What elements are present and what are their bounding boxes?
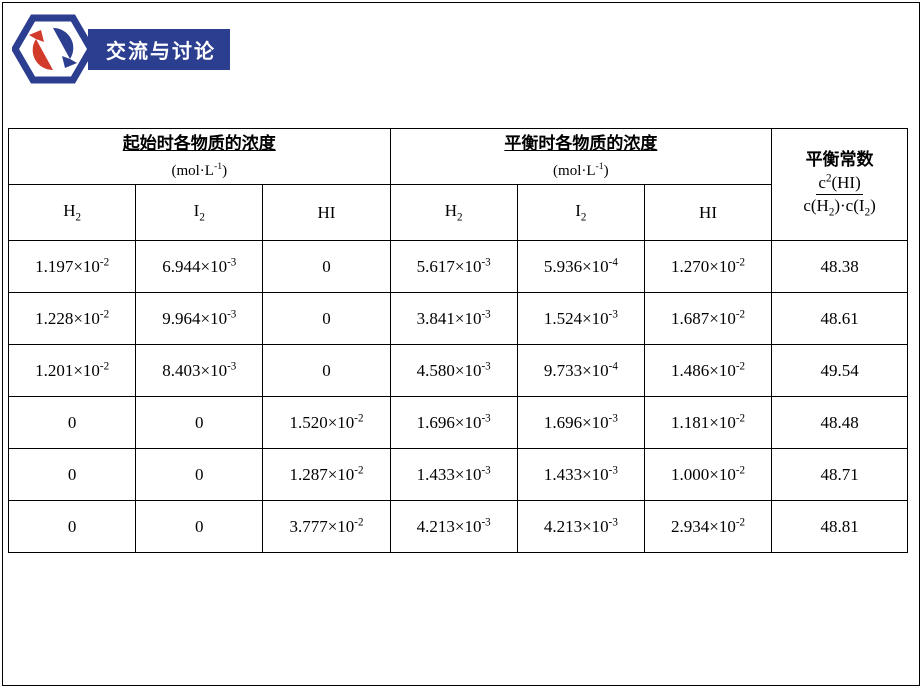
table-row: 0 0 3.777×10-2 4.213×10-3 4.213×10-3 2.9… [9, 501, 908, 553]
cell: 4.580×10-3 [390, 345, 517, 397]
cell: 1.524×10-3 [517, 293, 644, 345]
cell: 1.433×10-3 [390, 449, 517, 501]
cell: 1.228×10-2 [9, 293, 136, 345]
table-row: 0 0 1.287×10-2 1.433×10-3 1.433×10-3 1.0… [9, 449, 908, 501]
cell: 48.71 [772, 449, 908, 501]
table-row: 1.201×10-2 8.403×10-3 0 4.580×10-3 9.733… [9, 345, 908, 397]
col-i2-initial: I2 [136, 185, 263, 241]
cell: 1.270×10-2 [644, 241, 771, 293]
badge-label: 交流与讨论 [88, 29, 230, 70]
cell: 1.201×10-2 [9, 345, 136, 397]
cell: 1.696×10-3 [517, 397, 644, 449]
equilibrium-data-table: 起始时各物质的浓度 (mol·L-1) 平衡时各物质的浓度 (mol·L-1) … [8, 128, 908, 553]
cell: 0 [263, 241, 390, 293]
group-header-row: 起始时各物质的浓度 (mol·L-1) 平衡时各物质的浓度 (mol·L-1) … [9, 129, 908, 185]
hexagon-logo-icon [12, 14, 94, 84]
col-h2-initial: H2 [9, 185, 136, 241]
cell: 1.433×10-3 [517, 449, 644, 501]
cell: 4.213×10-3 [517, 501, 644, 553]
cell: 49.54 [772, 345, 908, 397]
cell: 48.48 [772, 397, 908, 449]
header-equilibrium-constant: 平衡常数 c2(HI) c(H2)·c(I2) [772, 129, 908, 241]
cell: 1.181×10-2 [644, 397, 771, 449]
cell: 0 [9, 397, 136, 449]
header-equilibrium-conc: 平衡时各物质的浓度 (mol·L-1) [390, 129, 772, 185]
col-hi-initial: HI [263, 185, 390, 241]
cell: 5.617×10-3 [390, 241, 517, 293]
cell: 0 [263, 293, 390, 345]
table-row: 1.197×10-2 6.944×10-3 0 5.617×10-3 5.936… [9, 241, 908, 293]
cell: 6.944×10-3 [136, 241, 263, 293]
cell: 0 [136, 501, 263, 553]
cell: 9.733×10-4 [517, 345, 644, 397]
cell: 3.841×10-3 [390, 293, 517, 345]
header-initial-conc: 起始时各物质的浓度 (mol·L-1) [9, 129, 391, 185]
cell: 2.934×10-2 [644, 501, 771, 553]
cell: 1.000×10-2 [644, 449, 771, 501]
cell: 0 [9, 449, 136, 501]
cell: 9.964×10-3 [136, 293, 263, 345]
cell: 1.687×10-2 [644, 293, 771, 345]
cell: 0 [136, 397, 263, 449]
cell: 0 [136, 449, 263, 501]
cell: 0 [263, 345, 390, 397]
cell: 1.486×10-2 [644, 345, 771, 397]
cell: 1.197×10-2 [9, 241, 136, 293]
cell: 48.38 [772, 241, 908, 293]
section-badge: 交流与讨论 [12, 14, 230, 84]
cell: 3.777×10-2 [263, 501, 390, 553]
cell: 1.287×10-2 [263, 449, 390, 501]
col-hi-eq: HI [644, 185, 771, 241]
table-row: 0 0 1.520×10-2 1.696×10-3 1.696×10-3 1.1… [9, 397, 908, 449]
cell: 0 [9, 501, 136, 553]
table-row: 1.228×10-2 9.964×10-3 0 3.841×10-3 1.524… [9, 293, 908, 345]
col-i2-eq: I2 [517, 185, 644, 241]
cell: 1.520×10-2 [263, 397, 390, 449]
cell: 8.403×10-3 [136, 345, 263, 397]
cell: 4.213×10-3 [390, 501, 517, 553]
cell: 48.61 [772, 293, 908, 345]
cell: 1.696×10-3 [390, 397, 517, 449]
cell: 48.81 [772, 501, 908, 553]
col-h2-eq: H2 [390, 185, 517, 241]
cell: 5.936×10-4 [517, 241, 644, 293]
